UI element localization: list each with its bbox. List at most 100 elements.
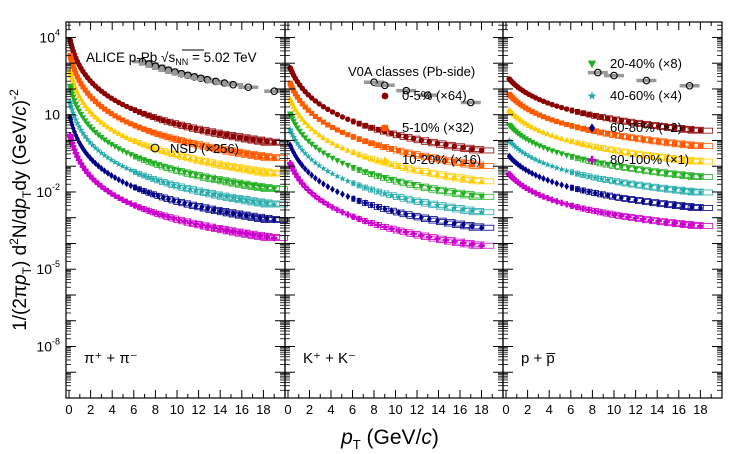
point <box>656 138 662 144</box>
point <box>522 120 529 127</box>
point <box>559 181 565 189</box>
point <box>150 114 157 120</box>
point <box>679 172 687 179</box>
point <box>532 156 540 163</box>
point <box>308 95 315 101</box>
point <box>375 127 381 133</box>
point <box>236 195 243 202</box>
series-proton-3 <box>506 122 714 181</box>
point <box>528 139 536 146</box>
point <box>339 175 346 182</box>
point <box>442 236 450 244</box>
point <box>104 139 112 146</box>
point <box>320 119 326 125</box>
point <box>146 189 152 197</box>
point <box>187 124 193 131</box>
point <box>160 117 167 123</box>
point <box>580 126 586 132</box>
point <box>312 128 319 135</box>
point <box>271 234 278 242</box>
nsd-point <box>423 91 432 99</box>
point <box>512 143 520 151</box>
point <box>84 90 91 96</box>
point <box>574 155 581 162</box>
point <box>230 209 236 217</box>
nsd-point <box>244 83 253 92</box>
legend-label-1: 5-10% (×32) <box>402 120 474 135</box>
point <box>223 193 230 200</box>
point <box>679 156 687 163</box>
point <box>101 185 108 193</box>
point <box>574 124 581 130</box>
point <box>320 150 327 157</box>
point <box>187 219 194 226</box>
point <box>81 118 89 125</box>
point <box>105 169 111 177</box>
point <box>469 146 476 152</box>
point <box>585 172 593 180</box>
point <box>243 151 249 157</box>
point <box>536 127 543 134</box>
point <box>120 178 126 186</box>
point <box>150 190 156 198</box>
point <box>108 156 115 163</box>
point <box>362 138 368 144</box>
point <box>299 116 306 122</box>
point <box>478 163 485 169</box>
legend-label-6: 80-100% (×1) <box>610 152 689 167</box>
point <box>294 109 301 116</box>
point <box>165 119 172 125</box>
point <box>111 192 119 199</box>
y-tick-label: 104 <box>39 27 60 45</box>
point <box>216 192 224 199</box>
point <box>339 129 346 135</box>
point <box>136 155 143 162</box>
legend-marker-nsd <box>150 143 160 153</box>
point <box>80 84 86 90</box>
point <box>519 149 527 156</box>
point <box>525 152 533 160</box>
point <box>529 169 535 177</box>
point <box>592 189 598 197</box>
point <box>563 167 571 174</box>
point <box>192 220 200 228</box>
point <box>119 132 126 138</box>
point <box>688 188 696 195</box>
point <box>689 142 695 148</box>
point <box>410 166 417 173</box>
point <box>525 122 533 128</box>
legend-label-4: 40-60% (×4) <box>610 88 682 103</box>
point <box>131 137 139 144</box>
point <box>510 142 518 149</box>
point <box>85 151 90 159</box>
point <box>72 128 77 136</box>
point <box>350 118 357 125</box>
point <box>316 101 322 107</box>
point <box>316 177 322 185</box>
point <box>540 98 547 105</box>
point <box>305 107 311 113</box>
point <box>296 112 303 119</box>
point <box>312 98 319 104</box>
point <box>549 101 555 108</box>
point <box>187 155 194 161</box>
point <box>478 242 485 249</box>
point <box>329 109 336 115</box>
point <box>70 143 77 150</box>
point <box>263 169 271 176</box>
point <box>102 106 108 112</box>
point <box>411 151 417 157</box>
point <box>291 149 297 157</box>
point <box>598 114 605 120</box>
point <box>320 103 327 110</box>
x-tick-label: 12 <box>628 402 642 417</box>
point <box>434 140 441 147</box>
point <box>237 211 243 219</box>
point <box>368 140 375 146</box>
point <box>368 171 375 178</box>
point <box>580 186 586 195</box>
series-proton-0 <box>506 76 714 134</box>
point <box>443 142 449 148</box>
point <box>592 113 598 119</box>
